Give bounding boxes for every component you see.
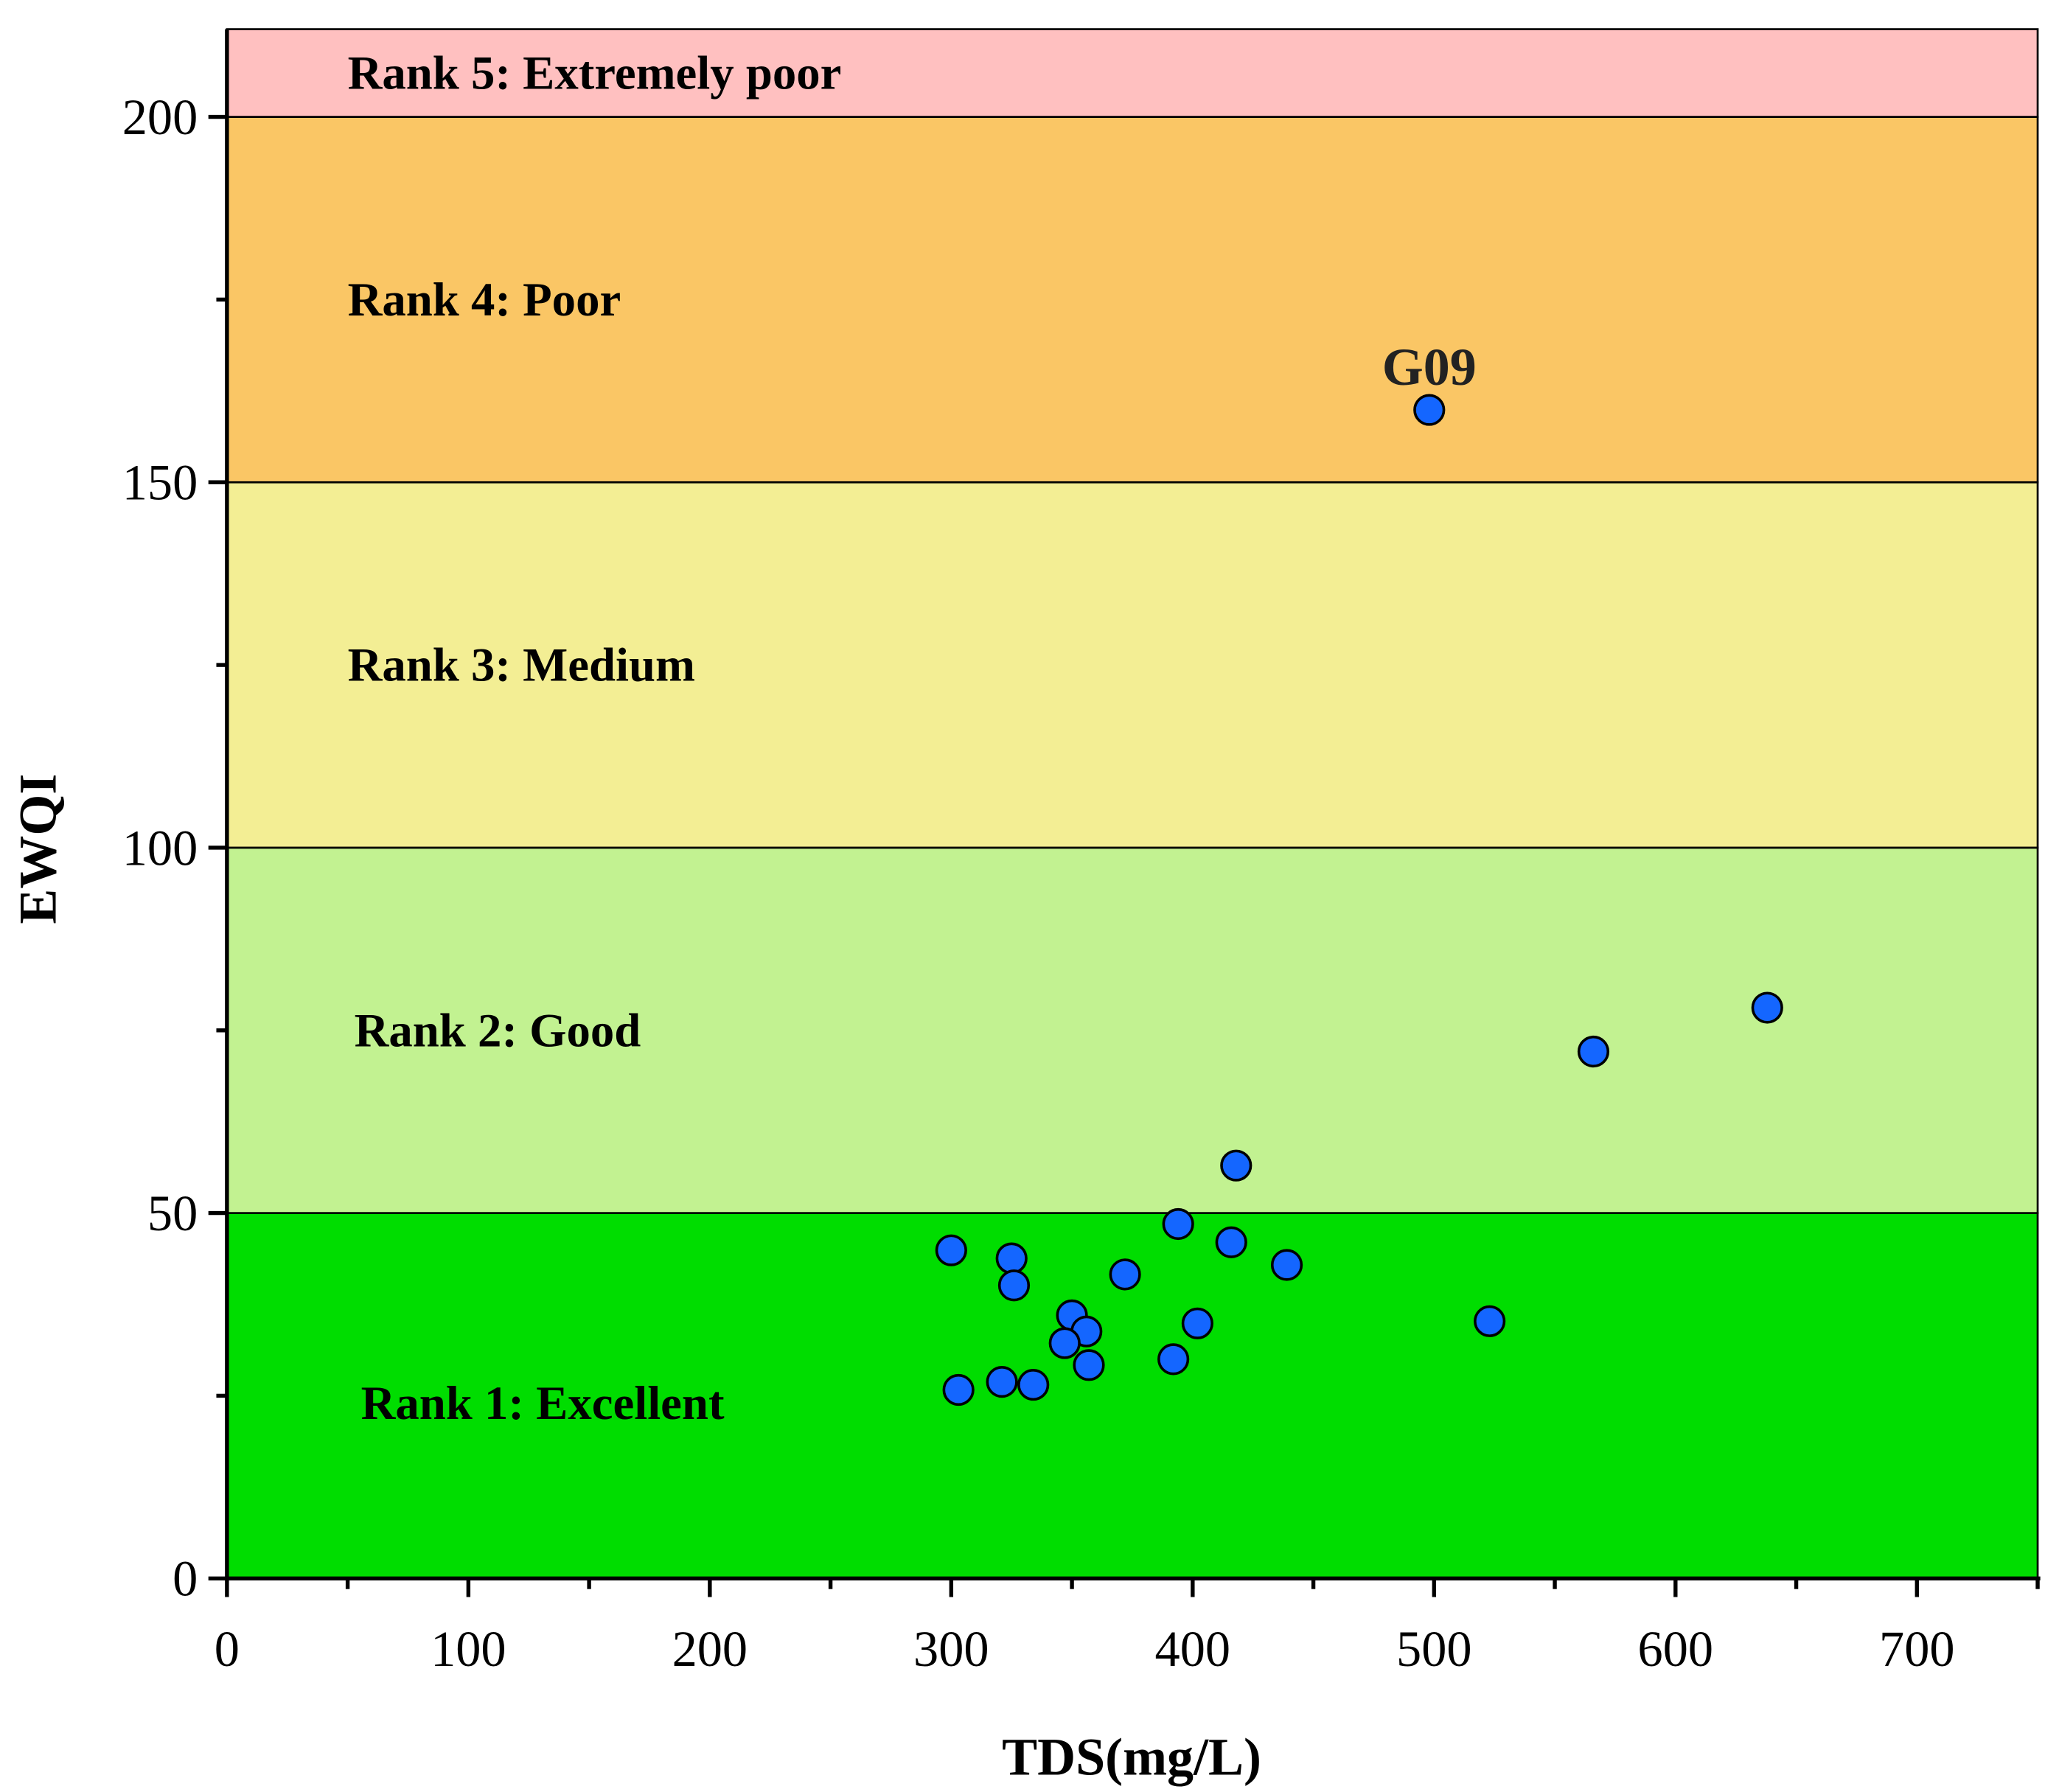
band-2 (226, 846, 2039, 1214)
x-tick-label: 700 (1879, 1621, 1955, 1677)
band-label-5: Rank 5: Extremely poor (348, 47, 842, 100)
x-tick-label: 300 (913, 1621, 989, 1677)
band-5 (226, 28, 2039, 118)
y-tick-label: 0 (173, 1551, 198, 1607)
data-point (1073, 1349, 1105, 1381)
data-point (1474, 1305, 1506, 1337)
data-point (1413, 394, 1446, 426)
data-point (1215, 1226, 1247, 1258)
data-points: G09 (935, 338, 1783, 1406)
x-tick-label: 0 (215, 1621, 240, 1677)
data-point (1220, 1149, 1253, 1182)
x-tick-label: 500 (1396, 1621, 1472, 1677)
x-tick-label: 400 (1155, 1621, 1231, 1677)
y-axis-label: EWQI (9, 774, 68, 924)
rank-bands: Rank 1: Excellent Rank 2: Good Rank 3: Med… (226, 28, 2039, 1580)
x-tick-label: 600 (1638, 1621, 1714, 1677)
y-tick-label: 50 (147, 1185, 198, 1241)
data-point (1109, 1258, 1141, 1291)
data-point (1157, 1343, 1190, 1376)
data-point (995, 1242, 1028, 1275)
x-tick-label: 200 (672, 1621, 748, 1677)
data-point (986, 1366, 1018, 1398)
y-tick-label: 100 (122, 820, 198, 876)
data-point (935, 1234, 967, 1266)
band-label-2: Rank 2: Good (355, 1004, 641, 1057)
data-point (1162, 1207, 1194, 1241)
x-tick-label: 100 (431, 1621, 506, 1677)
y-tick-label: 200 (122, 89, 198, 145)
data-point (1270, 1249, 1303, 1281)
data-point (1577, 1035, 1610, 1068)
band-label-1: Rank 1: Excellent (361, 1377, 725, 1430)
data-point (997, 1269, 1031, 1302)
band-label-4: Rank 4: Poor (348, 273, 621, 327)
data-point (1751, 991, 1783, 1024)
point-label: G09 (1382, 338, 1477, 397)
y-tick-label: 150 (122, 455, 198, 511)
data-point (1048, 1327, 1081, 1359)
band-4 (226, 116, 2039, 484)
data-point (1017, 1368, 1050, 1401)
x-axis-label: TDS(mg/L) (1002, 1728, 1261, 1787)
data-point (942, 1373, 975, 1406)
axes: 0 100 200 300 400 500 600 700 0 50 100 150 200 (122, 29, 2041, 1677)
band-label-3: Rank 3: Medium (348, 639, 695, 692)
data-point (1181, 1307, 1213, 1339)
